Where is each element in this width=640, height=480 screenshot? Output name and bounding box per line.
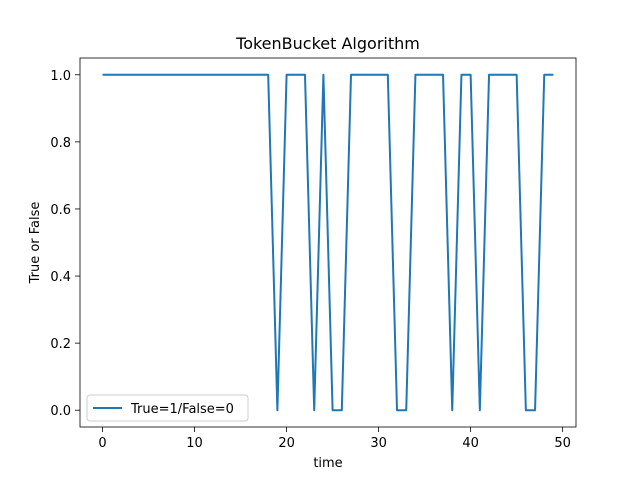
y-tick-label: 0.8 <box>50 136 71 151</box>
legend-entry-label: True=1/False=0 <box>130 402 234 417</box>
x-tick-label: 40 <box>462 436 479 451</box>
y-tick-label: 1.0 <box>50 69 71 84</box>
y-tick-label: 0.2 <box>50 337 71 352</box>
legend-box <box>86 394 249 422</box>
x-tick-label: 30 <box>370 436 387 451</box>
legend: True=1/False=0 <box>86 394 249 422</box>
x-tick-label: 20 <box>278 436 295 451</box>
y-tick-label: 0.6 <box>50 203 71 218</box>
y-axis-label: True or False <box>28 202 43 285</box>
series-line <box>102 73 554 412</box>
ticks: 0 10 20 30 40 50 0.0 0.2 0.4 0.6 0.8 1.0 <box>50 69 571 451</box>
chart-title: TokenBucket Algorithm <box>235 34 420 53</box>
plot-area <box>102 73 554 412</box>
x-tick-label: 10 <box>186 436 203 451</box>
axes-frame <box>79 57 577 428</box>
x-tick-label: 0 <box>98 436 106 451</box>
y-tick-label: 0.4 <box>50 270 71 285</box>
x-tick-label: 50 <box>554 436 571 451</box>
y-tick-label: 0.0 <box>50 404 71 419</box>
x-axis-label: time <box>313 456 342 471</box>
